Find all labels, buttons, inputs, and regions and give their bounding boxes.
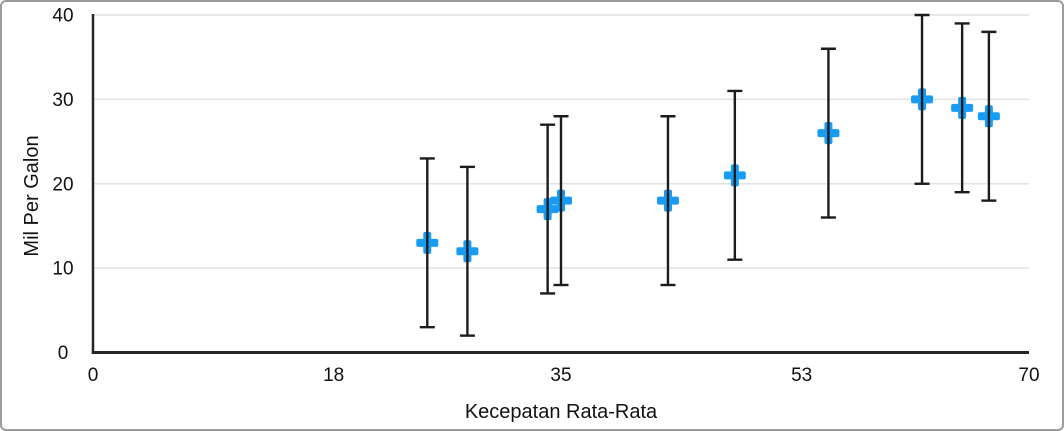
error-bar [540,123,556,295]
x-tick-label: 53 [791,365,812,386]
error-bar [727,89,743,261]
y-tick-label: 10 [52,259,73,280]
data-point-markers [416,88,1000,263]
y-tick-label: 0 [58,343,69,364]
error-bar [981,30,997,202]
error-bar [954,22,970,194]
x-tick-label: 18 [323,365,344,386]
x-axis-title: Kecepatan Rata-Rata [465,401,658,423]
y-tick-label: 30 [52,90,73,111]
axis-lines [91,14,1029,354]
y-tick-label: 40 [52,6,73,27]
error-bar [553,115,569,287]
x-tick-label: 70 [1018,365,1039,386]
x-tick-label: 35 [550,365,571,386]
error-bar [914,13,930,185]
y-tick-label: 20 [52,174,73,195]
error-bar [459,165,475,337]
error-bar [419,157,435,329]
x-tick-label: 0 [88,365,99,386]
error-bar [660,115,676,287]
y-axis-title: Mil Per Galon [21,135,43,256]
y-axis-tick-labels: 0 10 20 30 40 [52,6,73,365]
error-bars [419,13,997,337]
error-bar [820,47,836,219]
x-axis-tick-labels: 0 18 35 53 70 [88,365,1040,386]
